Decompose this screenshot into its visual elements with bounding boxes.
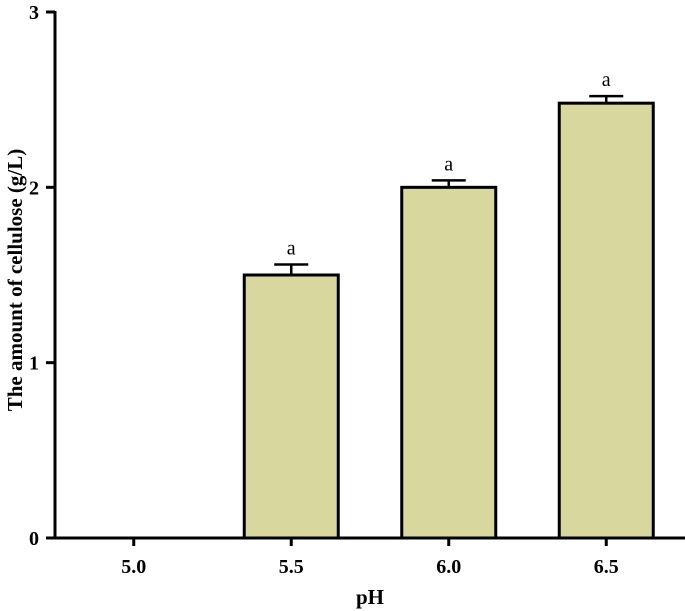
x-ticks-layer: 5.0 5.5 6.0 6.5 — [121, 538, 619, 578]
significance-labels-layer: a a a — [287, 69, 611, 259]
bar — [400, 185, 498, 540]
significance-label: a — [602, 69, 611, 91]
axes-layer — [53, 11, 685, 540]
y-axis-title: The amount of cellulose (g/L) — [3, 149, 27, 412]
x-tick-label: 5.0 — [121, 556, 146, 578]
y-ticks-layer: 0 1 2 3 — [29, 2, 55, 550]
significance-label: a — [444, 153, 453, 175]
significance-label: a — [287, 237, 296, 259]
x-tick-label: 6.0 — [436, 556, 461, 578]
bar — [242, 273, 340, 540]
y-tick-label: 2 — [29, 177, 39, 199]
y-tick-label: 0 — [29, 528, 39, 550]
error-bars-layer — [274, 94, 624, 275]
bar — [557, 101, 655, 540]
x-tick-label: 5.5 — [279, 556, 304, 578]
y-tick-label: 1 — [29, 353, 39, 375]
x-axis-title: pH — [356, 585, 384, 609]
x-tick-label: 6.5 — [594, 556, 619, 578]
y-tick-label: 3 — [29, 2, 39, 24]
